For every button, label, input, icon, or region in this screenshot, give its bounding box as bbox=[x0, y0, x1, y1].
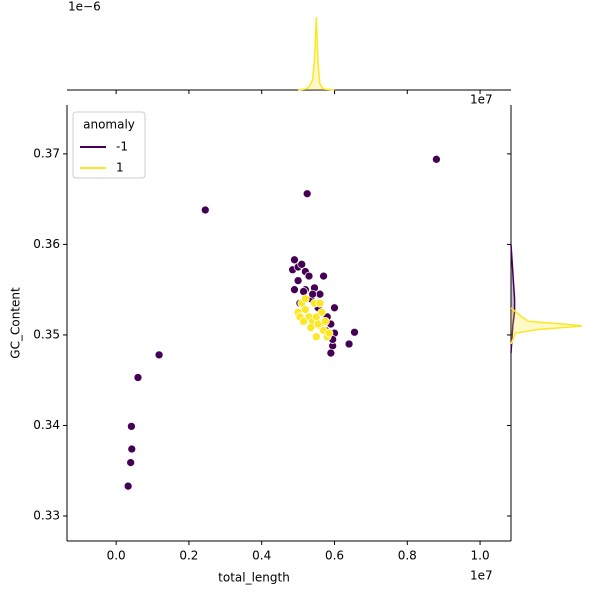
point bbox=[319, 271, 328, 281]
point bbox=[127, 422, 136, 431]
x-tick-label: 0.0 bbox=[107, 549, 126, 563]
legend-label: 1 bbox=[116, 161, 124, 175]
point bbox=[123, 481, 133, 491]
y-tick-label: 0.34 bbox=[33, 418, 60, 432]
point bbox=[330, 303, 339, 313]
legend-box bbox=[72, 111, 146, 179]
y-tick-label: 0.35 bbox=[33, 327, 60, 341]
point bbox=[299, 317, 308, 326]
kde-area bbox=[297, 17, 335, 91]
point bbox=[304, 271, 314, 281]
point bbox=[299, 287, 308, 296]
legend-label: -1 bbox=[116, 140, 128, 154]
y-axis-label: GC_Content bbox=[9, 287, 23, 359]
point bbox=[154, 350, 164, 360]
point bbox=[317, 307, 327, 317]
point bbox=[326, 348, 336, 358]
point bbox=[297, 259, 307, 269]
point bbox=[301, 294, 310, 304]
point bbox=[308, 289, 318, 299]
point bbox=[133, 373, 143, 382]
point bbox=[324, 328, 334, 338]
x-axis-label: total_length bbox=[218, 571, 290, 585]
point bbox=[200, 205, 210, 215]
point bbox=[432, 154, 441, 164]
point bbox=[127, 444, 137, 454]
point bbox=[293, 276, 303, 285]
y-tick-label: 0.33 bbox=[33, 509, 60, 523]
x-tick-label: 0.8 bbox=[398, 549, 417, 563]
point bbox=[126, 458, 136, 467]
point bbox=[290, 285, 299, 295]
y-tick-label: 0.36 bbox=[33, 237, 60, 251]
x-tick-label: 0.4 bbox=[252, 549, 271, 563]
point bbox=[311, 332, 321, 342]
x-offset-label: 1e7 bbox=[470, 569, 493, 583]
legend-title: anomaly bbox=[83, 118, 135, 132]
top-offset-label: 1e−6 bbox=[68, 0, 101, 14]
point bbox=[315, 298, 325, 308]
x-offset-label: 1e7 bbox=[470, 93, 493, 107]
point bbox=[290, 255, 299, 265]
kde-area bbox=[510, 307, 583, 345]
point bbox=[321, 317, 330, 326]
x-tick-label: 0.2 bbox=[179, 549, 198, 563]
kde-area bbox=[510, 244, 516, 354]
point bbox=[315, 289, 325, 299]
point bbox=[350, 327, 359, 337]
point bbox=[301, 305, 310, 314]
y-tick-label: 0.37 bbox=[33, 146, 60, 160]
point bbox=[306, 323, 316, 333]
point bbox=[344, 339, 354, 349]
x-tick-label: 1.0 bbox=[471, 549, 490, 563]
point bbox=[313, 319, 323, 329]
x-tick-label: 0.6 bbox=[325, 549, 344, 563]
point bbox=[302, 189, 312, 199]
